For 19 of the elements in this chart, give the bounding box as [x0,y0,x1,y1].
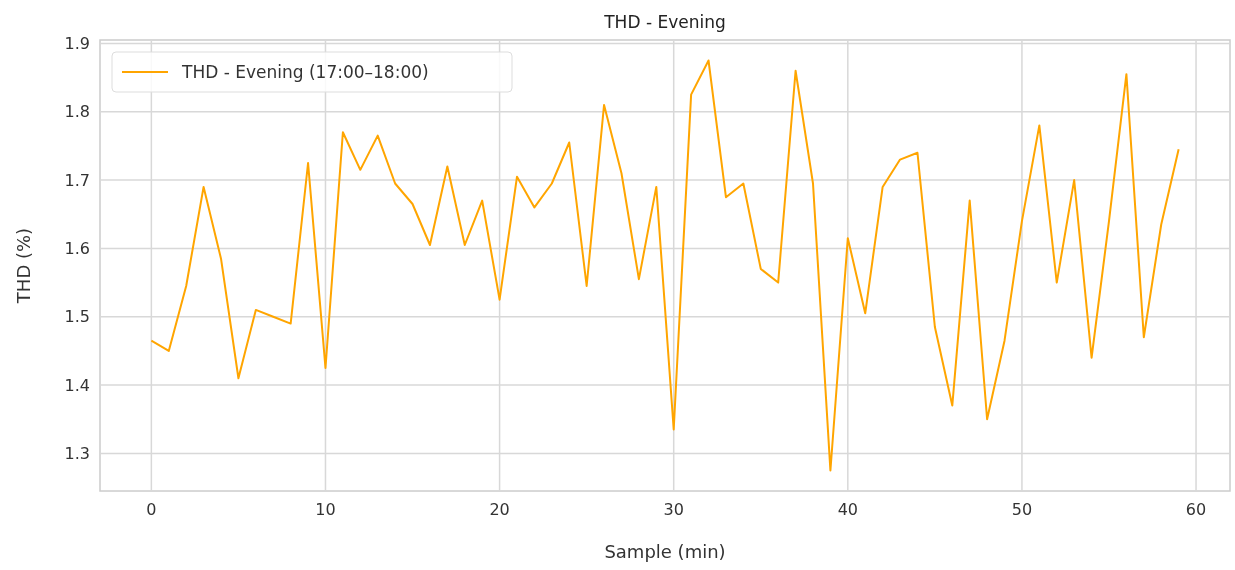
y-tick-label: 1.5 [64,307,90,327]
x-tick-label: 20 [489,500,510,519]
x-tick-label: 40 [837,500,858,519]
y-tick-label: 1.7 [64,170,90,190]
chart-title: THD - Evening [603,12,726,32]
line-series [150,59,1180,472]
legend-label: THD - Evening (17:00–18:00) [181,61,429,82]
x-tick-label: 50 [1011,500,1033,519]
y-tick-label: 1.6 [64,239,90,259]
y-tick-label: 1.4 [64,375,90,395]
y-tick-label: 1.9 [64,34,90,54]
x-tick-label: 10 [315,500,336,519]
x-tick-label: 30 [663,500,684,519]
y-tick-label: 1.3 [64,444,90,464]
y-axis-title: THD (%) [13,227,34,305]
x-axis-title: Sample (min) [604,541,726,562]
x-tick-label: 60 [1185,500,1207,519]
x-tick-label: 0 [146,500,157,519]
y-tick-label: 1.8 [64,102,90,122]
